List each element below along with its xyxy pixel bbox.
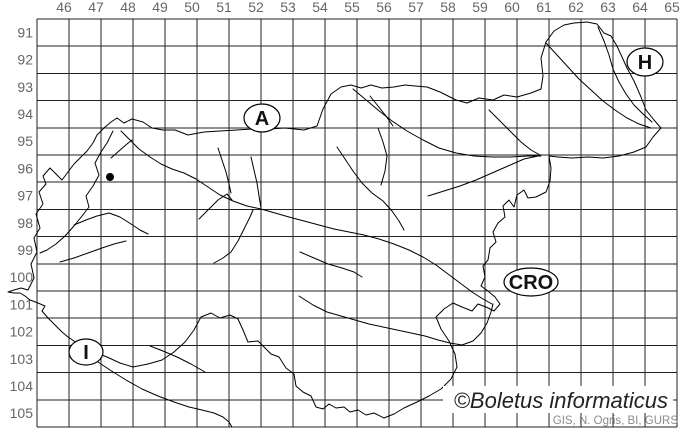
grid-column-label: 56: [376, 0, 392, 15]
grid-column-label: 59: [472, 0, 488, 15]
river-sora: [198, 193, 233, 220]
country-label-ellipse: [626, 47, 664, 77]
country-label-ellipse: [503, 267, 559, 297]
grid-column-labels: 46 47 48 49 50 51 52 53 54 55 56 57 58 59 60 61 62 63 64 65: [56, 0, 680, 15]
grid-row-label: 97: [17, 188, 33, 204]
slovenia-border: [7, 21, 662, 419]
country-label-ellipse: [68, 338, 104, 366]
watermark-text: ©Boletus informaticus: [454, 388, 668, 413]
grid-row-label: 105: [10, 405, 34, 421]
grid-row-label: 104: [10, 378, 34, 394]
grid-row-label: 92: [17, 52, 33, 68]
map-outline: [7, 21, 662, 428]
grid-row-label: 94: [17, 106, 33, 122]
country-label-croatia: CRO: [503, 267, 559, 297]
istria-coastline: [94, 359, 233, 428]
source-credit-text: GIS, N. Ogris, BI, GURS: [553, 415, 679, 427]
rivers: [39, 26, 653, 428]
country-label-text: CRO: [509, 272, 553, 294]
country-label-hungary: H: [626, 47, 664, 77]
river-drava: [352, 88, 542, 158]
grid-column-label: 65: [664, 0, 680, 15]
river-savinja: [336, 146, 405, 231]
river-ljubljanica: [213, 209, 254, 264]
grid-row-label: 103: [10, 351, 34, 367]
country-label-austria: A: [243, 103, 281, 133]
river-mura: [545, 42, 652, 129]
river-krka: [298, 295, 494, 346]
grid-column-label: 53: [280, 0, 296, 15]
grid-row-label: 96: [17, 160, 33, 176]
river-idrijca: [73, 212, 149, 235]
grid-row-label: 101: [10, 296, 34, 312]
record-marker-dot: [106, 173, 114, 181]
grid-row-label: 95: [17, 133, 33, 149]
river-ledava: [597, 26, 653, 123]
grid-row-label: 99: [17, 242, 33, 258]
country-label-text: I: [83, 342, 89, 364]
river-kokra: [217, 147, 232, 194]
grid-column-label: 54: [312, 0, 328, 15]
grid-row-label: 93: [17, 79, 33, 95]
grid-column-label: 58: [440, 0, 456, 15]
country-label-text: H: [638, 52, 652, 74]
river-pesnica: [488, 109, 541, 156]
grid-row-label: 102: [10, 324, 34, 340]
grid-column-label: 47: [88, 0, 104, 15]
grid-column-label: 60: [504, 0, 520, 15]
grid-column-label: 57: [408, 0, 424, 15]
grid-column-label: 50: [184, 0, 200, 15]
grid-column-label: 61: [536, 0, 552, 15]
river-meza: [369, 95, 394, 127]
grid-column-label: 49: [152, 0, 168, 15]
country-label-ellipse: [243, 103, 281, 133]
grid-row-label: 98: [17, 215, 33, 231]
grid-column-label: 52: [248, 0, 264, 15]
grid-column-label: 64: [632, 0, 648, 15]
river-dravinja: [427, 155, 539, 197]
grid-column-label: 55: [344, 0, 360, 15]
grid-column-label: 46: [56, 0, 72, 15]
river-paka: [377, 127, 388, 186]
grid-row-label: 91: [17, 24, 33, 40]
grid-column-label: 62: [568, 0, 584, 15]
river-reka: [149, 345, 206, 373]
grid-row-label: 100: [10, 269, 34, 285]
grid-column-label: 63: [600, 0, 616, 15]
river-mirna: [299, 251, 363, 278]
grid-column-label: 51: [216, 0, 232, 15]
river-soca: [39, 130, 114, 254]
river-kamniska-bistrica: [250, 156, 262, 209]
river-bohinjka: [110, 139, 133, 159]
river-vipava: [59, 240, 127, 263]
country-labels: A H CRO I: [68, 47, 664, 366]
grid-row-labels: 91 92 93 94 95 96 97 98 99 100 101 102 103 104 105: [10, 24, 34, 421]
credits: ©Boletus informaticus GIS, N. Ogris, BI,…: [443, 386, 678, 427]
river-sava: [120, 130, 493, 305]
grid-column-label: 48: [120, 0, 136, 15]
country-label-text: A: [255, 108, 269, 130]
watermark-background: [443, 386, 673, 413]
country-label-italy: I: [68, 338, 104, 366]
